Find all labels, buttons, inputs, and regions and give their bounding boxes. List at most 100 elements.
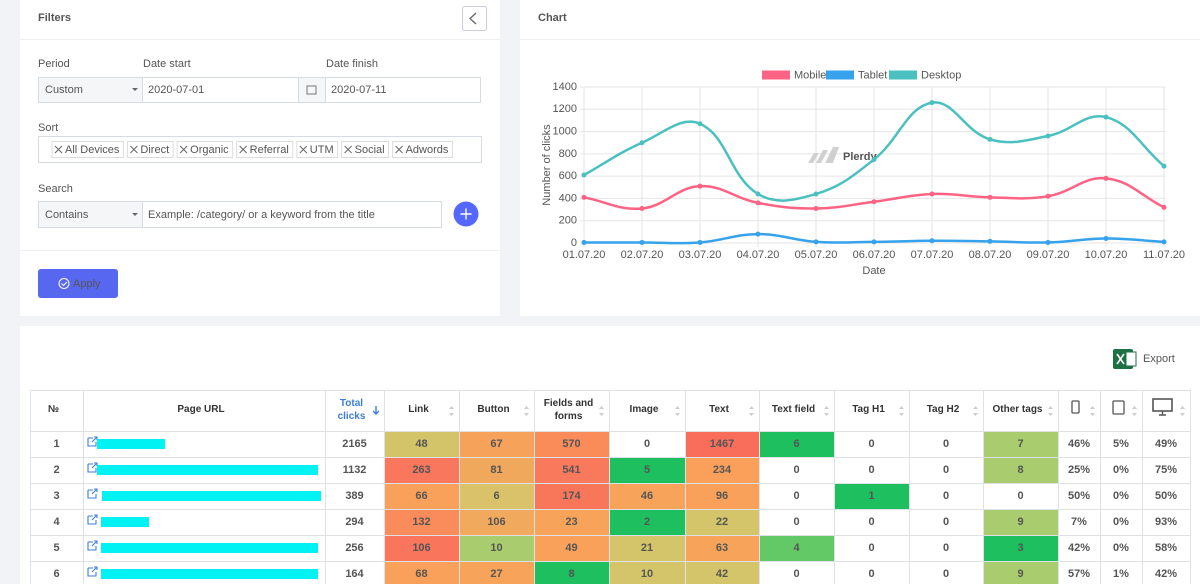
sort-tag[interactable]: UTM [296,141,339,158]
y-tick-label: 1000 [553,125,577,137]
heat-cell [384,431,459,457]
sort-icon [1180,406,1185,416]
header-label[interactable]: Other tags [992,404,1043,416]
header-label[interactable]: Text field [771,404,816,416]
header-label[interactable]: Text [709,404,729,416]
calendar-button[interactable] [298,77,326,103]
redacted-url[interactable] [97,439,165,449]
cell-value: 7 [1017,438,1023,450]
device-share: 0% [1113,516,1129,528]
data-point [987,136,993,142]
excel-x [1116,353,1125,365]
sort-tag[interactable]: Referral [236,141,294,158]
search-mode: Contains [45,209,89,221]
header-label[interactable]: Tag H2 [926,404,960,416]
data-point [581,239,587,245]
external-link-icon[interactable] [87,566,98,577]
header-label[interactable]: Tag H1 [852,404,885,416]
cell-value: 0 [644,438,650,450]
heat-cell [685,509,759,535]
header-cell: Tag H1 [852,404,885,416]
external-link-icon[interactable] [87,488,98,499]
chart-panel-title: Chart [538,12,567,24]
redacted-url[interactable] [101,517,149,527]
sort-tag[interactable]: Adwords [392,141,453,158]
sort-tag[interactable]: Social [341,141,390,158]
heat-cell [909,483,983,509]
sort-tag[interactable]: Direct [126,141,174,158]
total-clicks: 164 [345,568,364,580]
cell-value: 1 [868,490,874,502]
cell-value: 9 [1017,516,1023,528]
header-cell: Total clicks [337,398,366,422]
data-point [755,200,761,206]
search-placeholder: Example: /category/ or a keyword from th… [148,209,375,221]
heat-cell [685,535,759,561]
export-link[interactable]: Export [1143,353,1175,365]
external-link-icon[interactable] [87,462,98,473]
label: Search [38,183,73,195]
data-point [813,191,819,197]
external-link-icon[interactable] [87,540,98,551]
external-link-icon[interactable] [87,436,98,447]
cell-value: 0 [943,490,949,502]
cell-value: 27 [490,568,502,580]
heat-cell [384,561,459,584]
tag-remove-icon [299,145,308,154]
sort-tag[interactable]: Organic [176,141,234,158]
header-label[interactable]: Image [629,404,659,416]
cell-value: 42 [716,568,728,580]
tag-label: Direct [140,144,169,156]
cell-value: 0 [793,490,799,502]
header-label[interactable]: Button [477,404,510,416]
heat-cell [685,457,759,483]
device-share: 50% [1155,490,1177,502]
device-share: 58% [1155,542,1177,554]
collapse-button[interactable] [462,6,487,31]
cell-value: 0 [943,568,949,580]
header-cell: Page URL [177,404,224,415]
sort-tag[interactable]: All Devices [51,141,124,158]
redacted-url[interactable] [97,465,318,475]
header-label[interactable]: Total clicks [337,398,366,422]
cell-value: 21 [641,542,653,554]
dropdown-caret [132,88,138,91]
cell-value: 132 [412,516,430,528]
header-label[interactable]: Fields and forms [543,398,594,422]
redacted-url[interactable] [101,543,318,553]
cell-value: 0 [868,568,874,580]
data-point [813,205,819,211]
y-tick-label: 0 [571,237,577,249]
heat-cell [609,561,685,584]
heat-cell [759,509,834,535]
device-share: 57% [1068,568,1090,580]
redacted-url[interactable] [102,491,321,501]
external-link-icon[interactable] [87,514,98,525]
heat-cell [459,509,534,535]
tag-remove-icon [239,145,248,154]
heat-cell [459,535,534,561]
header-label[interactable]: Link [408,404,429,416]
search-input[interactable] [142,201,442,228]
cell-value: 8 [568,568,574,580]
header-cell: Button [477,404,510,416]
x-tick-label: 08.07.20 [969,249,1012,261]
cell-value: 0 [943,464,949,476]
date-start: 2020-07-01 [148,84,204,96]
legend-label: Mobile [794,69,826,81]
sort-icon [449,406,454,416]
sort-icon [599,406,604,416]
cell-value: 0 [793,516,799,528]
device-share: 25% [1068,464,1090,476]
desktop-stand [1159,411,1166,416]
apply-button[interactable] [38,269,118,298]
row-number: 2 [53,464,59,476]
sort-icon [1132,406,1137,416]
heat-cell [685,431,759,457]
plus-icon [460,208,472,220]
header-cell: Link [408,404,429,416]
redacted-url[interactable] [101,569,318,579]
data-point [639,239,645,245]
header-cell: Text [709,404,729,416]
date-finish-input[interactable] [325,77,481,103]
